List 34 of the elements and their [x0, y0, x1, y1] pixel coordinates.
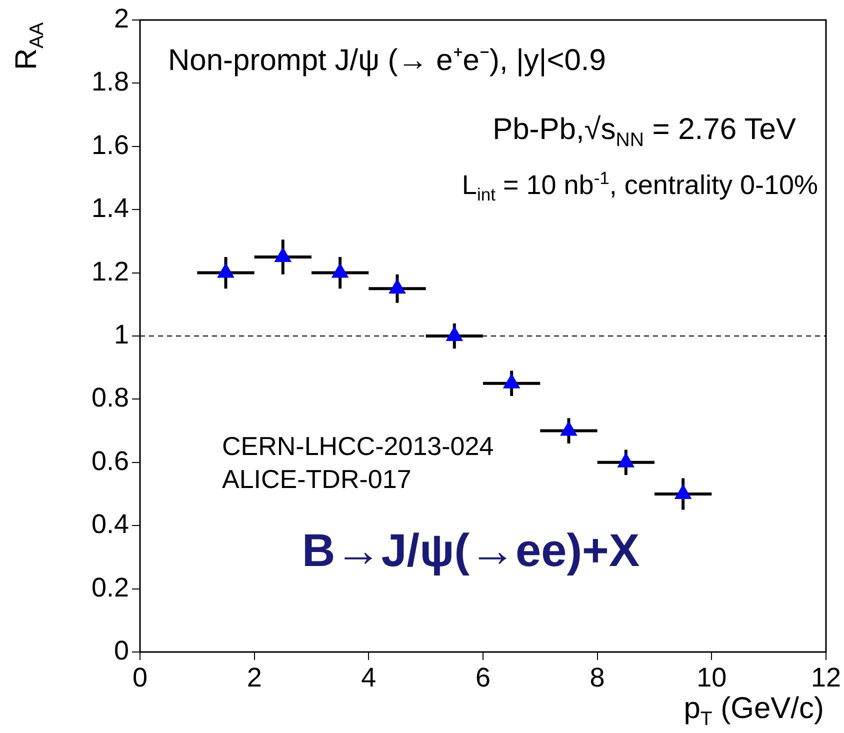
y-tick-label: 1: [114, 319, 129, 350]
y-tick-label: 1.4: [91, 193, 129, 224]
y-tick-label: 0.4: [91, 509, 129, 540]
x-tick-label: 10: [696, 662, 727, 693]
point: [217, 263, 234, 278]
y-tick-label: 0.6: [91, 446, 129, 476]
text: Non-prompt J/ψ (→ e⁺e⁻), |y|<0.9: [168, 44, 606, 77]
point: [674, 484, 692, 499]
x-tick-label: 6: [475, 662, 491, 693]
point: [388, 279, 406, 294]
point: [446, 326, 463, 341]
point: [618, 452, 634, 468]
y-tick-label: 1.2: [91, 256, 129, 286]
y-tick-label: 2: [114, 3, 129, 34]
annotation: Pb-Pb,√s$_{NN}$ = 2.76 TeV: [492, 113, 796, 151]
annotation: CERN-LHCC-2013-024: [222, 431, 494, 461]
y-tick-label: 1.8: [91, 66, 129, 97]
annotation: L$_{int}$ = 10 nb$^{-1}$, centrality 0-10%: [462, 168, 818, 204]
x-tick-label: 4: [361, 662, 376, 693]
point: [274, 248, 292, 262]
x-tick-label: 8: [590, 662, 605, 693]
annotation: ALICE-TDR-017: [222, 464, 412, 494]
y-tick-label: 1.6: [91, 130, 129, 160]
x-tick-label: 12: [810, 662, 842, 693]
point: [332, 263, 348, 278]
point: [503, 374, 520, 388]
point: [560, 421, 578, 436]
x-tick-label: 2: [246, 662, 262, 693]
y-tick-label: 0.8: [91, 382, 129, 413]
x-axis-title: p$_{T}$ (GeV/c): [684, 692, 824, 730]
x-tick-label: 0: [132, 662, 148, 693]
annotation: B→J/ψ(→ee)+X: [302, 524, 640, 576]
y-tick-label: 0: [114, 635, 129, 666]
y-tick-label: 0.2: [91, 572, 129, 602]
